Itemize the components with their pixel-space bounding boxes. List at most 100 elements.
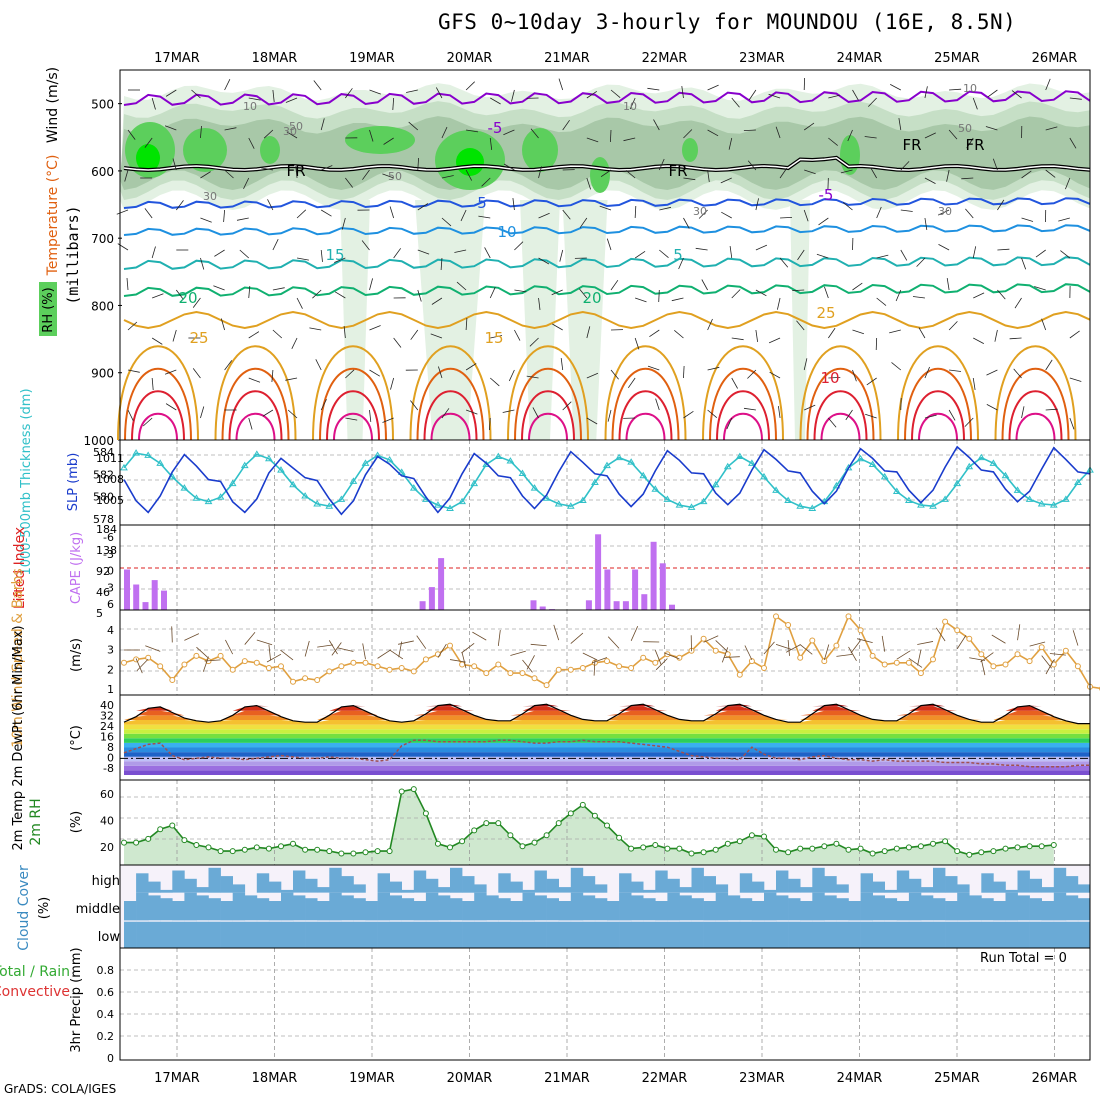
wind-speed-point xyxy=(748,658,755,665)
wind-barb xyxy=(610,89,621,99)
cloud-cell xyxy=(413,870,427,893)
wind-barb-10m xyxy=(389,649,404,660)
precip-legend-b: Convective xyxy=(0,984,70,1000)
wind-barb xyxy=(441,217,452,227)
cloud-cell xyxy=(148,895,161,921)
wind-speed-point xyxy=(278,663,284,670)
wind-barb xyxy=(610,279,619,291)
wind-barb xyxy=(393,248,402,259)
wind-barb xyxy=(382,417,394,423)
wind-barb xyxy=(272,89,275,102)
contour-label: -5 xyxy=(488,119,503,137)
wind-barb xyxy=(248,97,261,101)
temp-band xyxy=(124,742,1090,748)
cloud-cell xyxy=(534,895,547,921)
wind-speed-point xyxy=(422,656,429,663)
wind-barb xyxy=(532,407,539,419)
cloud-cell xyxy=(498,921,511,948)
temp-band xyxy=(124,715,1090,720)
wind-barb xyxy=(383,137,394,145)
cape-bar xyxy=(161,590,167,610)
cloud-cell xyxy=(655,921,668,948)
cloud-cell xyxy=(450,921,463,948)
run-total-label: Run Total = 0 xyxy=(980,951,1067,966)
cloud-cell xyxy=(256,921,270,948)
wind-barb xyxy=(866,377,877,386)
wind-barb xyxy=(262,409,274,417)
wind-speed-point xyxy=(1062,647,1069,654)
wind-barb-10m xyxy=(823,644,830,661)
cloud-cell xyxy=(739,921,753,948)
rh2m-point xyxy=(555,820,562,827)
wind-barb-10m xyxy=(449,659,466,663)
cloud-cell xyxy=(800,887,813,893)
wind-barb xyxy=(946,169,950,182)
precip-tick: 0.4 xyxy=(97,1008,115,1021)
cloud-cell xyxy=(389,921,402,948)
temp-tick: 40 xyxy=(100,699,114,712)
warm-arc xyxy=(604,345,687,441)
cloud-cell xyxy=(582,921,596,948)
wind-barb xyxy=(484,247,491,259)
cloud-cell xyxy=(969,895,982,921)
rh-ylabel: 2m RH xyxy=(28,798,44,845)
wind-barb xyxy=(559,249,564,262)
wind-barb xyxy=(847,129,853,142)
wind-barb-10m xyxy=(472,631,487,641)
wind-barb xyxy=(658,158,665,171)
cloud-cell xyxy=(510,921,523,948)
temp-line xyxy=(123,703,1090,725)
wind-barb-10m xyxy=(171,626,173,643)
wind-barb xyxy=(558,78,564,91)
contour-label: -5 xyxy=(819,186,834,204)
wind-barb xyxy=(124,169,129,182)
rh2m-point xyxy=(616,834,623,841)
cloud-cell xyxy=(534,870,547,893)
cloud-cell xyxy=(232,921,246,948)
cloud-cell xyxy=(353,898,366,921)
thickness-point xyxy=(470,479,479,487)
wind-barb xyxy=(840,169,853,174)
warm-arc xyxy=(319,367,387,441)
cape-bar xyxy=(604,569,611,610)
wind-barb xyxy=(1045,78,1051,91)
rh-blob xyxy=(345,126,415,154)
cloud-cell xyxy=(824,876,837,893)
cloud-cell xyxy=(1005,892,1018,921)
panel-frame xyxy=(119,947,1091,1061)
day-label-bottom: 18MAR xyxy=(252,1071,298,1086)
wind-barb-10m xyxy=(304,640,310,657)
cloud-cell xyxy=(341,895,354,921)
wind-speed-point xyxy=(845,613,852,620)
wind-barb xyxy=(949,88,962,91)
wind-barb xyxy=(502,409,515,413)
thickness-point xyxy=(639,471,648,479)
cloud-cell xyxy=(751,881,765,893)
rh-tick: 20 xyxy=(100,841,114,854)
thickness-tick: 578 xyxy=(93,513,114,526)
cloud-cell xyxy=(764,889,777,893)
cloud-cell xyxy=(1029,921,1042,948)
cloud-cell xyxy=(715,921,729,948)
cloud-cell xyxy=(474,892,487,921)
wind-barb xyxy=(743,407,756,411)
wind-barb-10m xyxy=(917,641,934,645)
warm-arc xyxy=(994,345,1077,441)
wind-barb xyxy=(560,358,564,371)
wind-barb xyxy=(435,87,443,99)
wind-barb xyxy=(986,369,998,376)
warm-arc xyxy=(618,390,673,441)
wind-barb xyxy=(780,217,793,219)
cloud-cell xyxy=(244,895,258,921)
wind-barb xyxy=(431,297,443,305)
wind-barb xyxy=(796,320,805,331)
isotherm-line xyxy=(123,90,1091,106)
rh2m-point xyxy=(374,848,381,855)
contour-label: FR xyxy=(668,162,687,180)
rh2m-point xyxy=(181,837,188,844)
rh2m-point xyxy=(604,822,610,829)
wind-barb xyxy=(1069,417,1075,430)
cloud-cell xyxy=(607,921,620,948)
wind-barb xyxy=(972,246,977,259)
